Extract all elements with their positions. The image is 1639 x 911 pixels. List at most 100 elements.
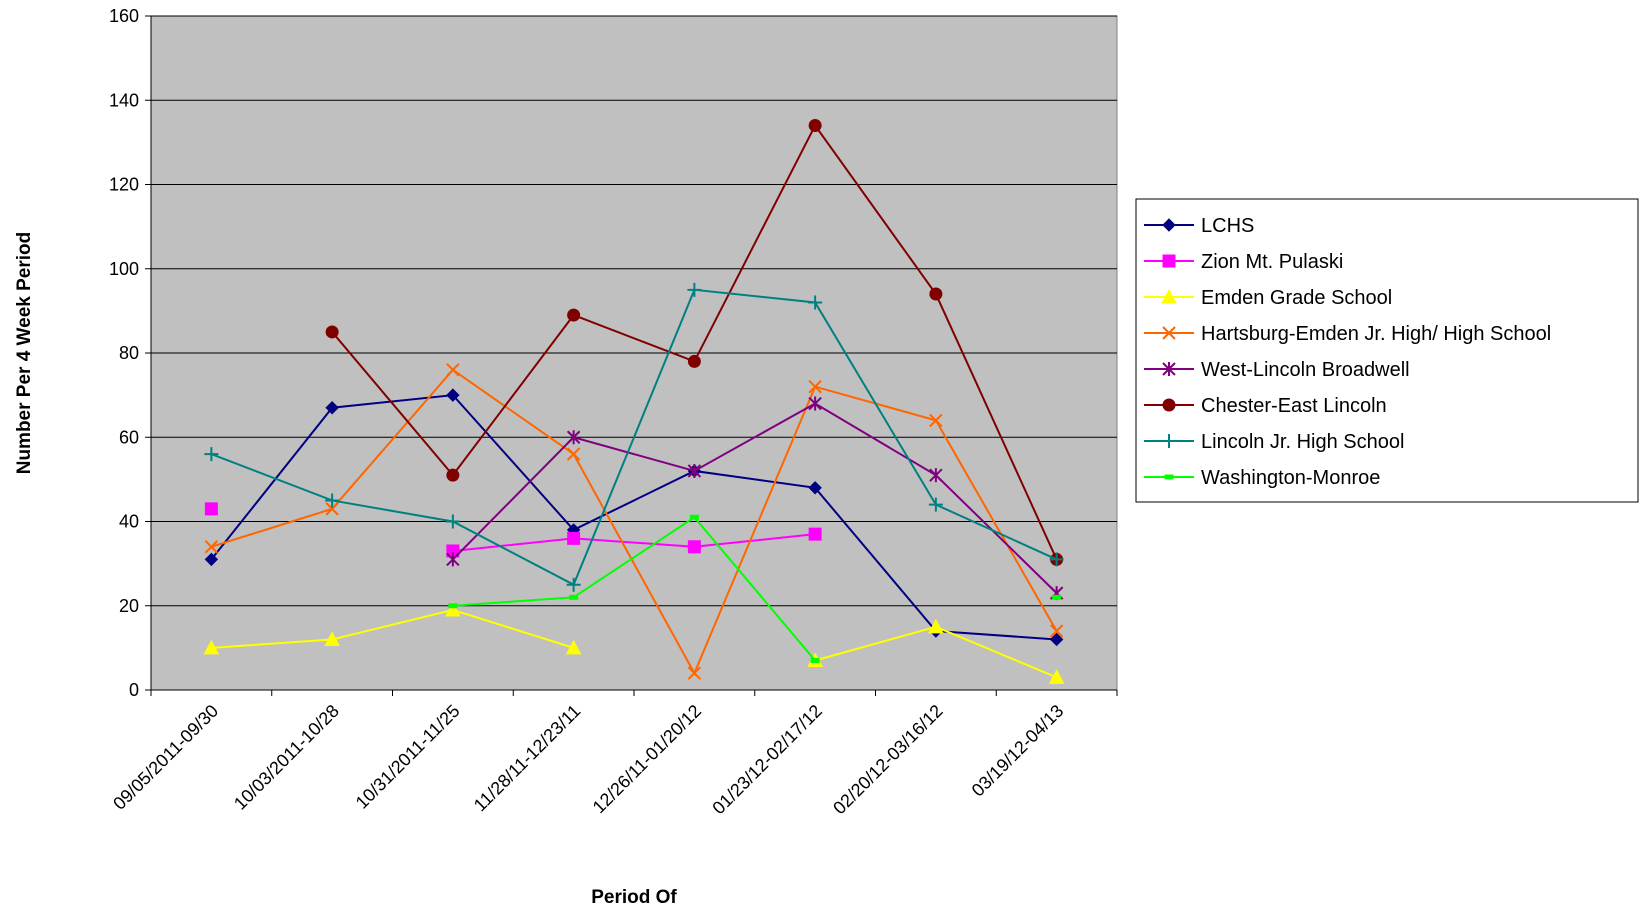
data-point bbox=[325, 325, 339, 339]
data-point bbox=[1048, 669, 1065, 684]
y-tick-label: 40 bbox=[119, 512, 139, 532]
data-point bbox=[810, 658, 820, 664]
data-point bbox=[567, 531, 581, 545]
y-tick-label: 0 bbox=[129, 680, 139, 700]
data-point bbox=[808, 295, 823, 310]
data-point bbox=[687, 540, 701, 554]
data-point bbox=[929, 468, 943, 483]
x-tick-label: 10/31/2011-11/25 bbox=[352, 701, 464, 813]
data-point bbox=[808, 481, 822, 495]
legend-item: Zion Mt. Pulaski bbox=[1144, 251, 1343, 273]
y-tick-label: 120 bbox=[109, 175, 139, 195]
legend-label: Zion Mt. Pulaski bbox=[1201, 251, 1343, 273]
legend-item: Chester-East Lincoln bbox=[1144, 395, 1387, 417]
data-point bbox=[808, 119, 822, 133]
y-tick-label: 80 bbox=[119, 343, 139, 363]
data-point bbox=[569, 594, 579, 600]
series-line bbox=[211, 288, 1058, 587]
data-point bbox=[1162, 434, 1176, 448]
series-line bbox=[452, 515, 816, 662]
legend-box bbox=[1135, 198, 1639, 503]
series-line bbox=[452, 402, 1058, 594]
data-point bbox=[1161, 288, 1177, 304]
data-point bbox=[203, 639, 220, 655]
series-line bbox=[211, 608, 574, 649]
data-point bbox=[445, 514, 460, 529]
legend: LCHS Zion Mt. Pulaski Emden Grade School Ha… bbox=[1135, 198, 1639, 503]
x-tick-label: 12/26/11-01/20/12 bbox=[589, 701, 706, 818]
data-point bbox=[1049, 552, 1064, 567]
data-point bbox=[204, 540, 219, 554]
data-point bbox=[566, 577, 581, 592]
x-tick-labels: 09/05/2011-09/30 10/03/2011-10/28 10/31/20… bbox=[109, 701, 1067, 818]
legend-item: Emden Grade School bbox=[1144, 287, 1392, 309]
series-lines bbox=[203, 119, 1065, 684]
data-point bbox=[1162, 218, 1176, 232]
x-tick-label: 02/20/12-03/16/12 bbox=[829, 701, 946, 818]
data-point bbox=[204, 552, 219, 567]
legend-label: LCHS bbox=[1201, 215, 1254, 237]
series-line bbox=[452, 533, 816, 552]
x-tick-label: 03/19/12-04/13 bbox=[968, 701, 1068, 801]
x-tick-label: 01/23/12-02/17/12 bbox=[708, 701, 825, 818]
data-point bbox=[566, 447, 581, 461]
series-2 bbox=[203, 601, 1065, 684]
series-line bbox=[210, 394, 1057, 641]
legend-label: Washington-Monroe bbox=[1201, 467, 1380, 489]
data-point bbox=[1162, 362, 1176, 376]
y-tick-labels: 0 20 40 60 80 100 120 140 160 bbox=[109, 6, 139, 700]
legend-item: Washington-Monroe bbox=[1144, 467, 1380, 489]
data-point bbox=[808, 379, 822, 394]
legend-label: Emden Grade School bbox=[1201, 287, 1392, 309]
data-point bbox=[928, 618, 944, 634]
x-tick-label: 09/05/2011-09/30 bbox=[109, 701, 222, 814]
series-3 bbox=[204, 363, 1064, 680]
legend-label: Chester-East Lincoln bbox=[1201, 395, 1387, 417]
y-tick-label: 20 bbox=[119, 596, 139, 616]
data-point bbox=[325, 401, 339, 415]
data-point bbox=[204, 447, 219, 462]
data-point bbox=[929, 287, 943, 301]
series-line bbox=[211, 368, 1058, 676]
data-point bbox=[687, 354, 701, 368]
data-point bbox=[567, 308, 581, 322]
data-point bbox=[325, 502, 339, 516]
y-tick-label: 160 bbox=[109, 6, 139, 26]
data-point bbox=[1052, 594, 1062, 600]
x-tick-label: 11/28/11-12/23/11 bbox=[470, 701, 585, 816]
data-point bbox=[448, 603, 458, 609]
legend-label: Lincoln Jr. High School bbox=[1201, 431, 1404, 453]
gridlines bbox=[151, 15, 1117, 607]
data-point bbox=[446, 363, 460, 377]
data-point bbox=[929, 413, 943, 428]
data-point bbox=[808, 396, 822, 411]
legend-item: LCHS bbox=[1144, 215, 1254, 237]
data-point bbox=[446, 468, 460, 482]
data-point bbox=[687, 282, 702, 297]
data-point bbox=[446, 388, 460, 402]
series-6 bbox=[204, 282, 1064, 592]
data-point bbox=[808, 527, 822, 541]
data-point bbox=[324, 631, 340, 646]
x-axis-title: Period Of bbox=[591, 887, 677, 908]
y-axis-title: Number Per 4 Week Period bbox=[14, 232, 35, 475]
data-point bbox=[1162, 254, 1176, 268]
series-1 bbox=[204, 502, 822, 558]
y-tick-label: 60 bbox=[119, 427, 139, 447]
legend-label: West-Lincoln Broadwell bbox=[1201, 359, 1410, 381]
data-point bbox=[1049, 624, 1064, 638]
data-point bbox=[689, 514, 699, 520]
axes bbox=[145, 15, 1118, 696]
legend-label: Hartsburg-Emden Jr. High/ High School bbox=[1201, 323, 1551, 345]
data-point bbox=[687, 666, 702, 680]
data-point bbox=[445, 601, 461, 617]
data-point bbox=[1162, 326, 1176, 340]
x-tick-label: 10/03/2011-10/28 bbox=[230, 701, 343, 814]
data-point bbox=[566, 430, 581, 445]
data-point bbox=[1164, 474, 1174, 480]
y-tick-label: 140 bbox=[109, 90, 139, 110]
y-tick-label: 100 bbox=[109, 259, 139, 279]
data-point bbox=[446, 552, 460, 567]
data-point bbox=[325, 493, 340, 508]
